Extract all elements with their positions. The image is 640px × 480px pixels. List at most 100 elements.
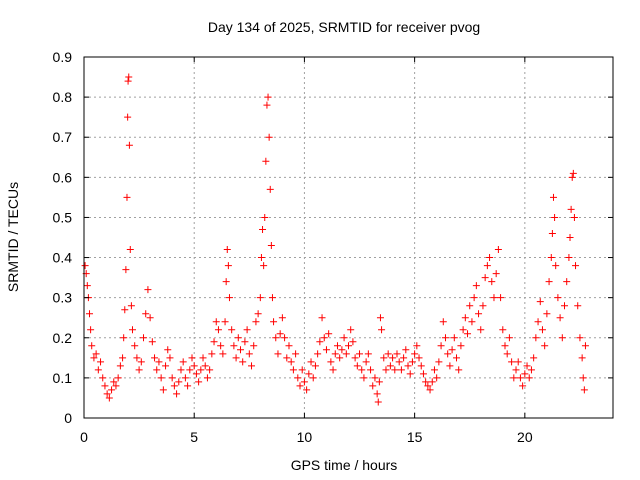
- data-point: [419, 370, 427, 378]
- data-point: [188, 354, 196, 362]
- data-point: [563, 278, 571, 286]
- data-point: [311, 362, 319, 370]
- data-point: [131, 342, 139, 350]
- data-point: [166, 354, 174, 362]
- data-point: [278, 314, 286, 322]
- data-point: [124, 77, 132, 85]
- x-axis-label: GPS time / hours: [291, 457, 398, 473]
- data-point: [468, 318, 476, 326]
- data-point: [272, 334, 280, 342]
- data-point: [345, 342, 352, 350]
- data-point: [397, 366, 405, 374]
- data-point: [561, 302, 569, 310]
- data-points: [81, 73, 589, 406]
- y-tick-label: 0.2: [53, 330, 73, 346]
- data-point: [285, 342, 293, 350]
- data-point: [137, 358, 145, 366]
- data-point: [305, 370, 313, 378]
- data-point: [287, 358, 295, 366]
- data-point: [245, 350, 253, 358]
- data-point: [314, 350, 322, 358]
- data-point: [303, 386, 311, 394]
- data-point: [316, 338, 324, 346]
- data-point: [256, 294, 264, 302]
- y-tick-label: 0.5: [53, 209, 73, 225]
- data-point: [580, 386, 588, 394]
- data-point: [103, 390, 111, 398]
- data-point: [232, 354, 240, 362]
- data-point: [375, 378, 383, 386]
- data-point: [477, 326, 485, 334]
- data-point: [168, 374, 176, 382]
- data-point: [492, 270, 500, 278]
- data-point: [331, 350, 339, 358]
- data-point: [97, 358, 105, 366]
- data-point: [408, 358, 416, 366]
- data-point: [358, 366, 366, 374]
- data-point: [342, 350, 350, 358]
- data-point: [179, 358, 187, 366]
- data-point: [446, 362, 454, 370]
- data-point: [254, 310, 262, 318]
- data-point: [415, 354, 423, 362]
- data-point: [567, 205, 575, 213]
- data-point: [262, 157, 270, 165]
- data-point: [543, 310, 551, 318]
- data-point: [367, 366, 375, 374]
- data-point: [512, 366, 520, 374]
- data-point: [566, 234, 574, 241]
- data-point: [289, 366, 297, 374]
- data-point: [413, 342, 421, 350]
- data-point: [259, 225, 267, 233]
- data-point: [351, 354, 359, 362]
- data-point: [569, 169, 577, 177]
- data-point: [554, 294, 562, 302]
- data-point: [552, 262, 560, 270]
- data-point: [374, 398, 382, 406]
- data-point: [83, 282, 91, 290]
- data-point: [225, 294, 233, 302]
- data-point: [274, 350, 282, 358]
- data-point: [296, 382, 304, 390]
- data-point: [406, 370, 414, 378]
- data-point: [364, 350, 372, 358]
- grid-lines: [84, 57, 613, 418]
- data-point: [263, 101, 271, 109]
- data-point: [99, 374, 107, 382]
- y-tick-label: 0: [64, 410, 72, 426]
- data-point: [87, 326, 95, 334]
- data-point: [164, 346, 172, 354]
- y-tick-label: 0.6: [53, 169, 73, 185]
- data-point: [523, 362, 531, 370]
- data-point: [252, 318, 260, 326]
- data-point: [159, 386, 167, 394]
- data-point: [389, 354, 397, 362]
- data-point: [221, 318, 229, 326]
- data-point: [108, 386, 116, 394]
- data-point: [510, 374, 518, 382]
- data-point: [325, 330, 333, 338]
- data-point: [353, 362, 361, 370]
- data-point: [508, 358, 516, 366]
- data-point: [114, 374, 122, 382]
- data-point: [199, 354, 207, 362]
- data-point: [214, 326, 222, 334]
- data-point: [175, 378, 183, 386]
- data-point: [340, 334, 348, 342]
- data-point: [153, 366, 161, 374]
- data-point: [250, 342, 258, 350]
- data-point: [190, 362, 198, 370]
- y-tick-label: 0.8: [53, 89, 73, 105]
- data-point: [490, 294, 498, 302]
- data-point: [126, 246, 134, 254]
- data-point: [536, 298, 544, 306]
- data-point: [148, 338, 156, 346]
- data-point: [514, 358, 522, 366]
- data-point: [144, 286, 152, 294]
- data-point: [86, 310, 94, 318]
- data-point: [371, 374, 379, 382]
- data-point: [92, 350, 100, 358]
- data-point: [125, 141, 133, 149]
- data-point: [448, 346, 456, 354]
- data-point: [173, 390, 181, 398]
